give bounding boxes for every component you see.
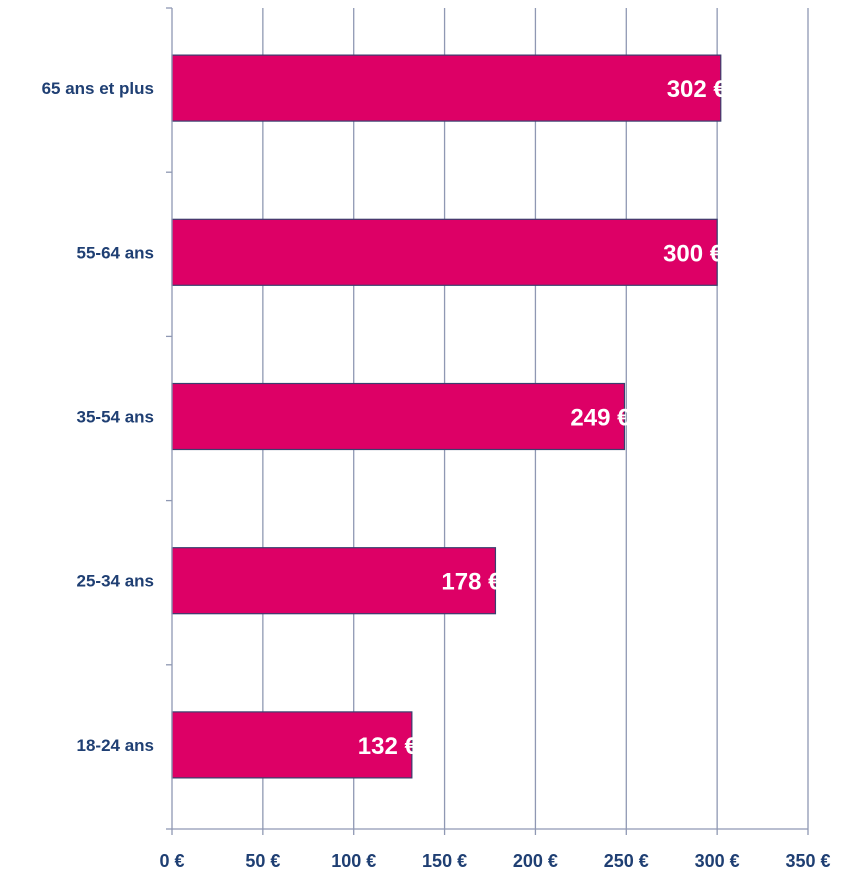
bar-value-label: 132 € xyxy=(358,733,418,760)
category-label: 18-24 ans xyxy=(77,736,155,755)
x-tick-label: 150 € xyxy=(422,851,467,871)
bar-25-34-ans xyxy=(171,547,497,615)
x-tick-label: 0 € xyxy=(159,851,184,871)
category-label: 55-64 ans xyxy=(77,243,155,262)
bar-35-54-ans xyxy=(171,382,626,451)
x-tick-label: 250 € xyxy=(604,851,649,871)
axes xyxy=(166,7,809,835)
category-label: 65 ans et plus xyxy=(42,79,154,98)
bars xyxy=(171,54,722,779)
bar-value-label: 178 € xyxy=(441,569,501,596)
bar-65-ans-et-plus xyxy=(171,54,722,122)
bar-value-label: 302 € xyxy=(667,76,727,103)
x-tick-label: 100 € xyxy=(331,851,376,871)
labels: 0 € 50 € 100 € 150 € 200 € 250 € 300 € 350 € 18-… xyxy=(42,76,831,871)
x-tick-label: 50 € xyxy=(245,851,280,871)
x-tick-label: 350 € xyxy=(785,851,830,871)
x-tick-label: 300 € xyxy=(695,851,740,871)
bar-value-label: 300 € xyxy=(663,240,723,267)
x-tick-label: 200 € xyxy=(513,851,558,871)
category-label: 35-54 ans xyxy=(77,408,155,427)
category-label: 25-34 ans xyxy=(77,572,155,591)
bar-55-64-ans xyxy=(171,218,718,286)
bar-value-label: 249 € xyxy=(570,405,630,432)
